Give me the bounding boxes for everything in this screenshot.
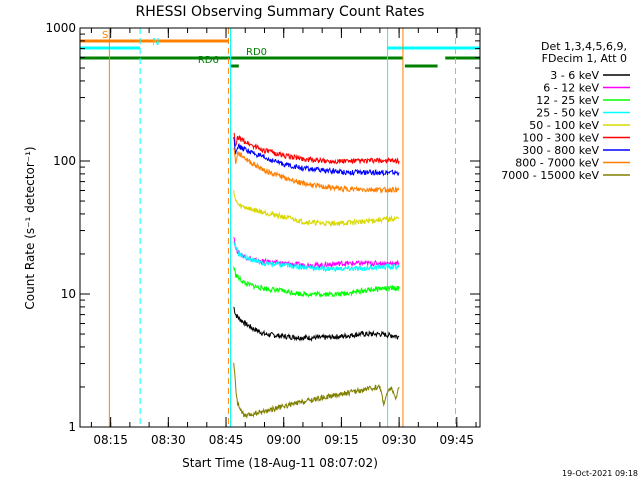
legend-label: 300 - 800 keV	[522, 144, 599, 157]
series-line	[233, 306, 400, 342]
flag-label: RD0	[246, 47, 267, 58]
flag-label: S	[102, 30, 108, 41]
flag-label: N	[152, 37, 159, 48]
legend-label: 100 - 300 keV	[522, 132, 599, 145]
series-line	[233, 236, 400, 270]
y-tick-label: 1000	[45, 21, 76, 35]
series-line	[233, 241, 400, 273]
series-line	[233, 266, 400, 299]
legend-label: 50 - 100 keV	[529, 119, 599, 132]
flag-bars: S N RD0 RD6	[80, 30, 480, 68]
x-tick-label: 09:00	[266, 433, 301, 447]
x-tick-label: 09:45	[439, 433, 474, 447]
x-axis-ticks: 08:15 08:30 08:45 09:00 09:15 09:30 09:45	[90, 28, 477, 447]
footer-timestamp: 19-Oct-2021 09:18	[562, 469, 638, 478]
data-series	[233, 132, 400, 419]
flag-label: RD6	[198, 55, 219, 66]
legend: Det 1,3,4,5,6,9,FDecim 1, Att 0 3 - 6 keV…	[501, 40, 630, 182]
x-tick-label: 08:15	[93, 433, 128, 447]
y-tick-label: 100	[53, 154, 76, 168]
series-line	[233, 362, 400, 419]
x-tick-label: 09:15	[324, 433, 359, 447]
chart-title: RHESSI Observing Summary Count Rates	[136, 4, 425, 20]
y-axis-ticks: 1 10 100 1000	[45, 21, 480, 434]
legend-label: 3 - 6 keV	[550, 69, 599, 82]
legend-header: Det 1,3,4,5,6,9,	[541, 40, 627, 53]
legend-header: FDecim 1, Att 0	[542, 52, 627, 65]
legend-label: 12 - 25 keV	[536, 94, 599, 107]
x-tick-label: 08:30	[151, 433, 186, 447]
series-line	[233, 132, 400, 165]
series-line	[233, 190, 400, 227]
series-line	[233, 137, 400, 177]
plot-frame	[79, 27, 481, 428]
y-axis-label: Count Rate (s⁻¹ detector⁻¹)	[23, 146, 37, 309]
legend-label: 800 - 7000 keV	[515, 157, 599, 170]
y-tick-label: 10	[61, 287, 76, 301]
series-line	[233, 147, 400, 194]
legend-label: 25 - 50 keV	[536, 107, 599, 120]
x-axis-label: Start Time (18-Aug-11 08:07:02)	[182, 456, 378, 470]
y-tick-label: 1	[68, 420, 76, 434]
legend-label: 7000 - 15000 keV	[501, 169, 599, 182]
legend-label: 6 - 12 keV	[543, 82, 599, 95]
x-tick-label: 09:30	[382, 433, 417, 447]
x-tick-label: 08:45	[209, 433, 244, 447]
